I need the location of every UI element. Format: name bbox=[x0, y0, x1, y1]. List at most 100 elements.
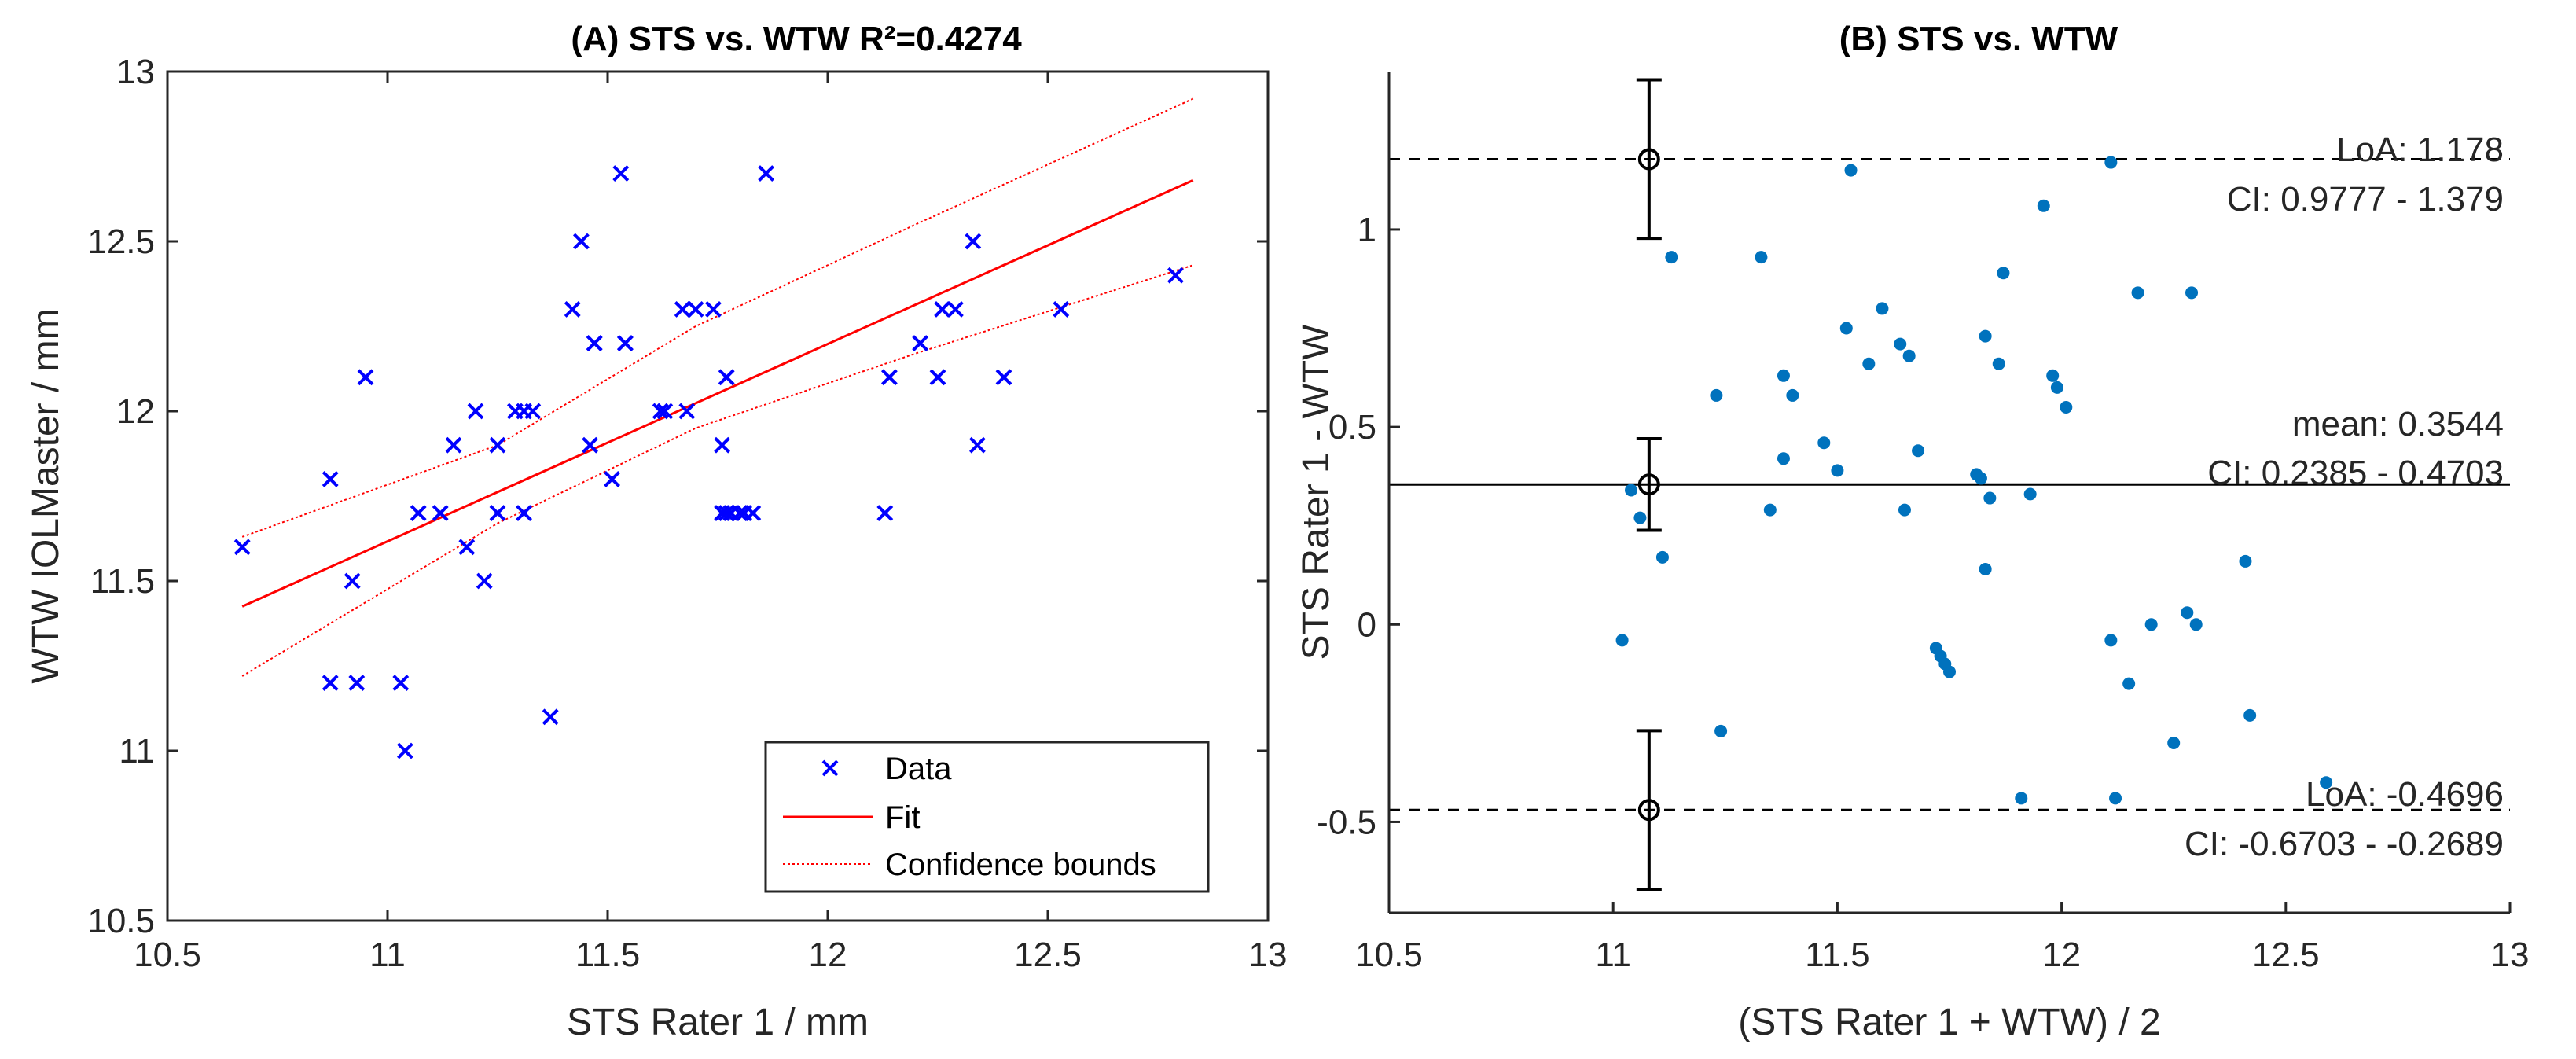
data-point-x-marker-27 bbox=[612, 165, 630, 182]
marker-stroke-b-26 bbox=[604, 470, 621, 487]
marker-stroke-b-11 bbox=[458, 539, 476, 556]
difference-point-6 bbox=[1714, 724, 1728, 737]
data-point-x-marker-29 bbox=[616, 335, 634, 352]
data-point-x-marker-14 bbox=[489, 505, 506, 522]
marker-stroke-b-8 bbox=[410, 505, 427, 522]
panel-a: (A) STS vs. WTW R²=0.4274 10.5 11 11.5 12 12… bbox=[25, 20, 1287, 1043]
difference-point-5 bbox=[1710, 388, 1723, 402]
panel-a-axes-box bbox=[166, 70, 1270, 922]
marker-stroke-b-46 bbox=[880, 369, 898, 386]
loa-upper-ci-label: CI: 0.9777 - 1.379 bbox=[2227, 180, 2504, 219]
y-tick-label-0: 10.5 bbox=[87, 902, 155, 940]
marker-stroke-b-41 bbox=[731, 505, 748, 522]
marker-stroke-b-35 bbox=[704, 300, 722, 318]
data-point-x-marker-46 bbox=[880, 369, 898, 386]
difference-point-25 bbox=[1943, 665, 1956, 678]
data-point-x-marker-30 bbox=[652, 403, 669, 420]
difference-point-51 bbox=[2320, 776, 2333, 789]
data-point-x-marker-6 bbox=[392, 675, 410, 692]
data-point-x-marker-4 bbox=[348, 675, 366, 692]
errorbar-center-mean bbox=[1637, 473, 1660, 496]
difference-point-37 bbox=[2050, 381, 2063, 394]
difference-point-46 bbox=[2181, 606, 2194, 620]
data-point-x-marker-9 bbox=[432, 505, 449, 522]
panel-b-x-ticks: 10.5 11 11.5 12 12.5 13 bbox=[1355, 902, 2529, 974]
b-y-tick-label-2: 0.5 bbox=[1328, 408, 1376, 447]
data-point-x-marker-5 bbox=[357, 369, 374, 386]
difference-point-42 bbox=[2122, 677, 2136, 690]
marker-stroke-b-27 bbox=[612, 165, 630, 182]
marker-stroke-b-29 bbox=[616, 335, 634, 352]
b-y-tick-label-3: 1 bbox=[1358, 211, 1376, 249]
difference-point-19 bbox=[1898, 503, 1911, 517]
marker-stroke-b-20 bbox=[542, 708, 559, 726]
loa-upper-label: LoA: 1.178 bbox=[2336, 131, 2504, 169]
difference-point-15 bbox=[1844, 164, 1858, 177]
difference-point-35 bbox=[2037, 199, 2050, 212]
marker-stroke-b-54 bbox=[1053, 300, 1070, 318]
data-point-x-marker-13 bbox=[476, 572, 493, 590]
data-point-x-marker-8 bbox=[410, 505, 427, 522]
difference-point-50 bbox=[2243, 708, 2257, 722]
y-tick-label-1: 11 bbox=[119, 732, 155, 770]
marker-stroke-b-9 bbox=[432, 505, 449, 522]
data-point-x-marker-25 bbox=[586, 335, 603, 352]
marker-stroke-b-10 bbox=[445, 436, 462, 454]
data-point-x-marker-36 bbox=[714, 436, 731, 454]
marker-stroke-b-55 bbox=[1167, 267, 1184, 284]
errorbar-center-loa_upper bbox=[1637, 148, 1660, 171]
marker-stroke-b-39 bbox=[718, 505, 735, 522]
data-point-x-marker-39 bbox=[718, 505, 735, 522]
data-point-x-marker-47 bbox=[912, 335, 929, 352]
difference-point-49 bbox=[2239, 554, 2252, 568]
data-point-x-marker-33 bbox=[678, 403, 696, 420]
y-tick-label-4: 12.5 bbox=[87, 222, 155, 261]
loa-lower-label: LoA: -0.4696 bbox=[2306, 775, 2504, 814]
difference-point-43 bbox=[2131, 286, 2144, 300]
data-point-x-marker-20 bbox=[542, 708, 559, 726]
y-tick-label-2: 11.5 bbox=[90, 562, 155, 601]
panel-a-title: (A) STS vs. WTW R²=0.4274 bbox=[571, 20, 1022, 58]
marker-stroke-b-13 bbox=[476, 572, 493, 590]
data-point-x-marker-44 bbox=[758, 165, 775, 182]
data-point-x-marker-26 bbox=[604, 470, 621, 487]
x-tick-label-1: 11 bbox=[369, 936, 406, 974]
marker-stroke-b-4 bbox=[348, 675, 366, 692]
x-tick-label-0: 10.5 bbox=[134, 936, 201, 974]
errorbar-loa-upper bbox=[1636, 78, 1662, 241]
marker-stroke-b-53 bbox=[995, 369, 1012, 386]
difference-point-21 bbox=[1912, 444, 1925, 458]
data-point-x-marker-0 bbox=[233, 539, 251, 556]
marker-stroke-b-52 bbox=[968, 436, 986, 454]
difference-point-13 bbox=[1831, 464, 1844, 477]
marker-stroke-b-50 bbox=[946, 300, 964, 318]
difference-point-41 bbox=[2109, 792, 2122, 805]
panel-b-plot-area bbox=[1389, 78, 2510, 892]
data-point-x-marker-54 bbox=[1053, 300, 1070, 318]
difference-point-7 bbox=[1755, 251, 1768, 264]
data-point-x-marker-15 bbox=[489, 436, 506, 454]
difference-point-39 bbox=[2104, 156, 2118, 169]
difference-point-38 bbox=[2060, 400, 2073, 414]
legend-x-stroke-2 bbox=[821, 759, 839, 777]
panel-a-x-ticks: 10.5 11 11.5 12 12.5 13 bbox=[134, 72, 1287, 974]
panel-b-title: (B) STS vs. WTW bbox=[1839, 20, 2118, 58]
difference-point-16 bbox=[1862, 357, 1876, 370]
data-point-x-marker-34 bbox=[687, 300, 704, 318]
errorbar-mean bbox=[1636, 437, 1662, 532]
marker-stroke-b-15 bbox=[489, 436, 506, 454]
difference-point-33 bbox=[2015, 792, 2028, 805]
data-point-x-marker-50 bbox=[946, 300, 964, 318]
difference-point-1 bbox=[1625, 484, 1638, 497]
data-point-x-marker-7 bbox=[396, 742, 413, 759]
legend-bounds-label: Confidence bounds bbox=[885, 848, 1156, 882]
difference-point-11 bbox=[1786, 388, 1799, 402]
marker-stroke-b-44 bbox=[758, 165, 775, 182]
fit-line bbox=[241, 178, 1194, 608]
confidence-bound-lower bbox=[241, 264, 1194, 677]
difference-point-29 bbox=[1979, 329, 1992, 343]
data-point-x-marker-38 bbox=[718, 369, 735, 386]
marker-stroke-b-23 bbox=[582, 436, 599, 454]
data-point-x-marker-22 bbox=[572, 233, 590, 250]
